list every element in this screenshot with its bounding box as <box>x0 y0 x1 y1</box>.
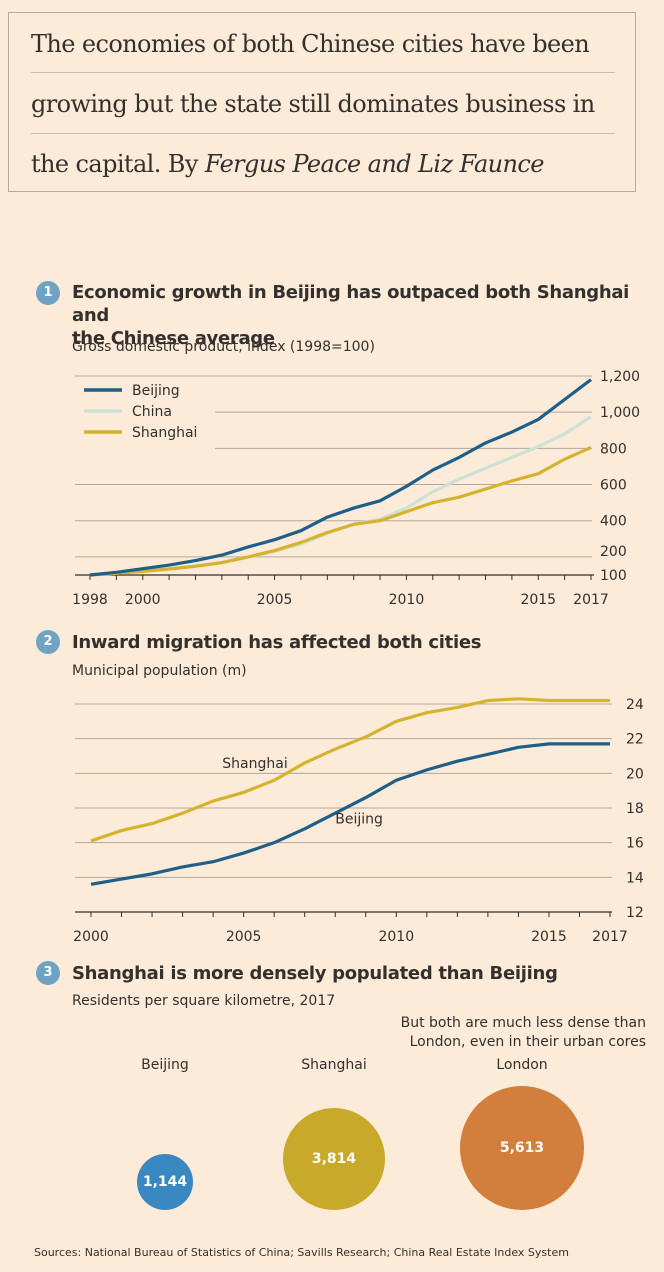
legend-label: China <box>132 404 172 420</box>
series-line-beijing <box>89 378 592 577</box>
intro-byline: Fergus Peace and Liz Faunce <box>204 150 545 178</box>
bubble-label-london: London <box>496 1057 548 1073</box>
y-tick-label: 200 <box>600 544 627 560</box>
section-2-subtitle: Municipal population (m) <box>72 663 247 679</box>
section-2-title: Inward migration has affected both citie… <box>72 632 482 653</box>
section-1-title-line-1: Economic growth in Beijing has outpaced … <box>72 282 630 326</box>
section-1-title: Economic growth in Beijing has outpaced … <box>72 281 652 350</box>
x-tick-label: 1998 <box>72 592 108 608</box>
bubble-shanghai: 3,814 <box>282 1107 386 1210</box>
x-tick-label: 2017 <box>592 929 628 945</box>
y-tick-label: 400 <box>600 514 627 530</box>
section-2-badge: 2 <box>36 630 60 654</box>
y-tick-label: 14 <box>626 870 644 886</box>
x-tick-label: 2000 <box>125 592 161 608</box>
intro-text: the capital. By <box>31 150 205 178</box>
section-3-title: Shanghai is more densely populated than … <box>72 963 558 984</box>
intro-line-1: The economies of both Chinese cities hav… <box>31 30 590 58</box>
london-note: But both are much less dense than London… <box>356 1014 646 1052</box>
intro-line-2: growing but the state still dominates bu… <box>31 90 595 118</box>
bubble-label-shanghai: Shanghai <box>301 1057 367 1073</box>
y-tick-label: 100 <box>600 568 627 584</box>
legend-label: Beijing <box>132 383 180 399</box>
y-tick-label: 1,000 <box>600 405 640 421</box>
intro-divider <box>31 133 615 134</box>
section-1-title-line-2: the Chinese average <box>72 328 275 349</box>
series-line-shanghai <box>90 697 610 843</box>
series-label: Beijing <box>335 812 383 828</box>
y-tick-label: 600 <box>600 478 627 494</box>
section-3-subtitle: Residents per square kilometre, 2017 <box>72 993 336 1009</box>
london-note-line-2: London, even in their urban cores <box>409 1034 646 1050</box>
legend-label: Shanghai <box>132 425 197 441</box>
population-chart: 12 14 16 18 20 22 24 2000 2005 2010 2015 2017 Shangh… <box>73 697 644 945</box>
series-label: Shanghai <box>222 756 287 772</box>
section-1-subtitle: Gross domestic product, index (1998=100) <box>72 339 375 355</box>
bubble-london: 5,613 <box>460 1086 584 1210</box>
y-tick-label: 1,200 <box>600 369 640 385</box>
intro-divider <box>31 72 615 73</box>
london-note-line-1: But both are much less dense than <box>400 1015 646 1031</box>
y-tick-label: 18 <box>626 801 644 817</box>
section-3-badge: 3 <box>36 961 60 985</box>
bubble-beijing: 1,144 <box>137 1154 193 1210</box>
y-tick-label: 12 <box>626 905 644 921</box>
x-tick-label: 2005 <box>226 929 262 945</box>
intro-box: The economies of both Chinese cities hav… <box>8 12 636 192</box>
y-tick-label: 16 <box>626 836 644 852</box>
source-note: Sources: National Bureau of Statistics o… <box>34 1246 569 1259</box>
y-tick-label: 24 <box>626 697 644 713</box>
y-tick-label: 20 <box>626 766 644 782</box>
gdp-chart: 100 200 400 600 800 1,000 1,200 1998 2000 2005 201… <box>72 369 640 608</box>
bubble-label-beijing: Beijing <box>141 1057 189 1073</box>
intro-line-3: the capital. By Fergus Peace and Liz Fau… <box>31 149 615 179</box>
x-tick-label: 2015 <box>520 592 556 608</box>
bubble-value: 1,144 <box>142 1174 188 1190</box>
series-line-beijing <box>90 742 610 886</box>
x-tick-label: 2010 <box>378 929 414 945</box>
bubble-value: 5,613 <box>499 1140 545 1156</box>
x-tick-label: 2000 <box>73 929 109 945</box>
section-1-badge: 1 <box>36 281 60 305</box>
y-tick-label: 22 <box>626 732 644 748</box>
series-line-shanghai <box>89 445 592 577</box>
x-tick-label: 2015 <box>531 929 567 945</box>
x-tick-label: 2010 <box>389 592 425 608</box>
y-tick-label: 800 <box>600 441 627 457</box>
x-tick-label: 2017 <box>573 592 609 608</box>
bubble-value: 3,814 <box>311 1150 357 1167</box>
x-tick-label: 2005 <box>257 592 293 608</box>
